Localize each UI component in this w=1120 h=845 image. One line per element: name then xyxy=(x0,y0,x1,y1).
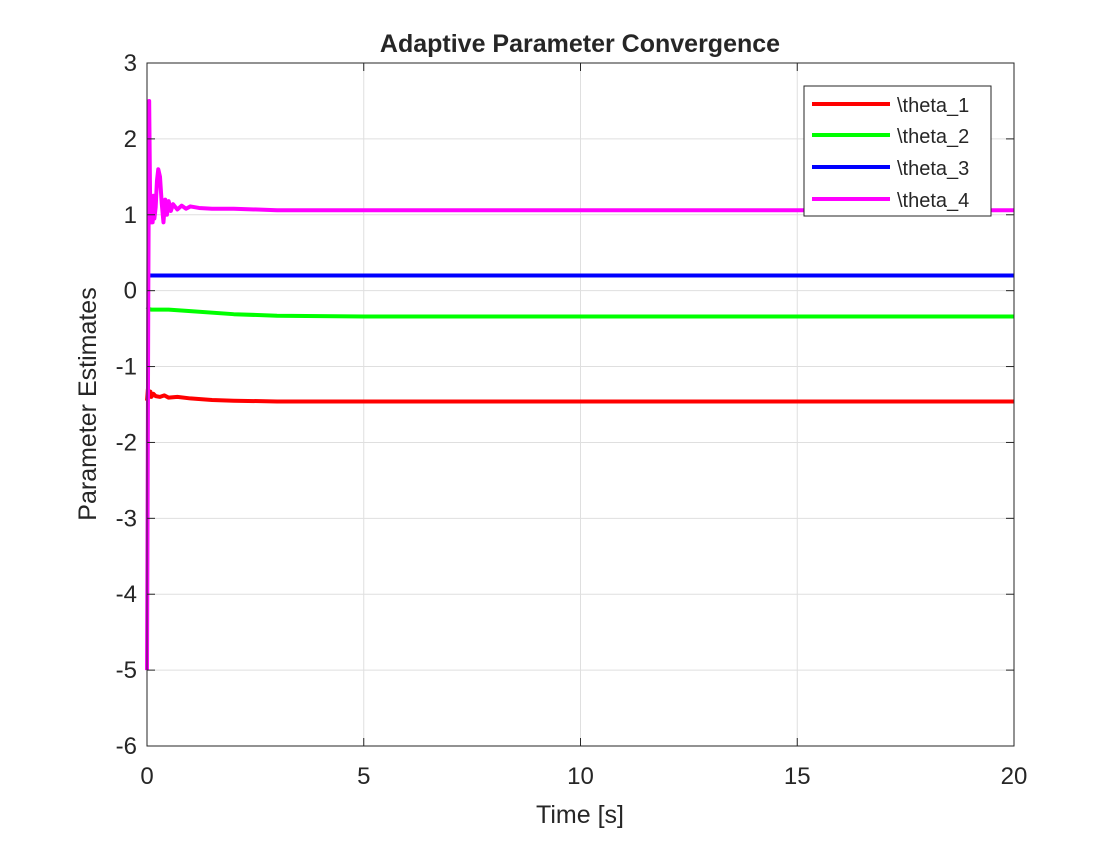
y-tick-label: 3 xyxy=(124,50,137,77)
series-line-theta-1 xyxy=(145,387,1014,404)
legend: \theta_1 \theta_2 \theta_3 \theta_4 xyxy=(803,85,992,217)
y-axis-label: Parameter Estimates xyxy=(74,287,102,520)
ticks xyxy=(146,62,1015,747)
x-tick-label: 0 xyxy=(140,763,153,790)
y-tick-label: -6 xyxy=(116,733,137,760)
x-tick-label: 10 xyxy=(567,763,594,790)
y-tick-label: -2 xyxy=(116,429,137,456)
legend-label-theta-2: \theta_2 xyxy=(897,126,969,148)
x-tick-label: 5 xyxy=(357,763,370,790)
legend-box xyxy=(803,85,992,217)
x-tick-label: 20 xyxy=(1001,763,1028,790)
y-tick-label: -4 xyxy=(116,581,137,608)
y-tick-label: 2 xyxy=(124,126,137,153)
y-tick-label: 1 xyxy=(124,202,137,229)
x-tick-label: 15 xyxy=(784,763,811,790)
legend-label-theta-3: \theta_3 xyxy=(897,158,969,180)
chart-title: Adaptive Parameter Convergence xyxy=(380,30,780,58)
legend-label-theta-1: \theta_1 xyxy=(897,95,969,117)
y-tick-label: -5 xyxy=(116,657,137,684)
legend-label-theta-4: \theta_4 xyxy=(897,190,969,212)
tick-labels: 0 5 10 15 20 -6 -5 -4 -3 -2 -1 0 1 2 3 xyxy=(116,50,1028,790)
y-tick-label: -1 xyxy=(116,354,137,381)
x-axis-label: Time [s] xyxy=(536,801,624,829)
y-tick-label: -3 xyxy=(116,505,137,532)
series-layer xyxy=(145,98,1014,671)
y-tick-label: 0 xyxy=(124,278,137,305)
